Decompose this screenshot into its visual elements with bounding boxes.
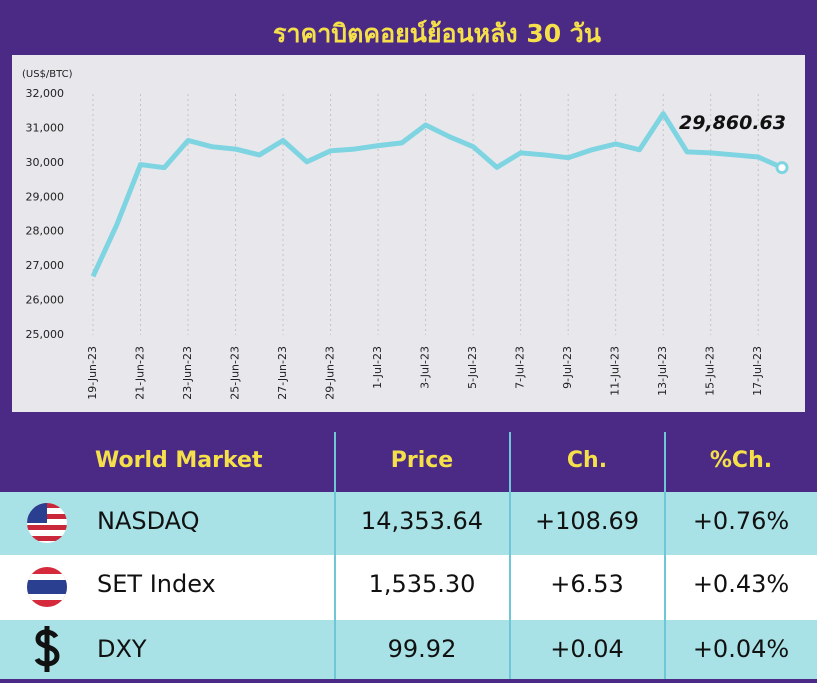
x-tick-label: 1-Jul-23	[371, 346, 384, 389]
us-flag-icon	[27, 503, 67, 543]
table-cell: SET Index	[97, 570, 216, 598]
x-tick-label: 7-Jul-23	[514, 346, 527, 389]
y-tick-label: 28,000	[26, 225, 65, 238]
y-tick-label: 30,000	[26, 156, 65, 169]
table-cell: +108.69	[535, 507, 639, 535]
x-tick-label: 21-Jun-23	[134, 346, 147, 400]
y-tick-label: 26,000	[26, 294, 65, 307]
header-cell: Ch.	[567, 448, 607, 473]
table-cell: +0.43%	[693, 570, 789, 598]
table-header-bg	[0, 432, 817, 492]
line	[90, 111, 784, 278]
x-tick-label: 25-Jun-23	[229, 346, 242, 400]
chart-title: ราคาบิตคอยน์ย้อนหลัง 30 วัน	[273, 19, 601, 48]
row-bg	[0, 620, 817, 679]
x-tick-label: 19-Jun-23	[86, 346, 99, 400]
x-tick-label: 27-Jun-23	[276, 346, 289, 400]
x-tick-label: 13-Jul-23	[656, 346, 669, 396]
x-tick-label: 11-Jul-23	[609, 346, 622, 396]
table-cell: 99.92	[388, 635, 457, 663]
table-cell: +6.53	[550, 570, 624, 598]
chart-panel	[12, 55, 805, 412]
header-cell: World Market	[95, 448, 263, 473]
dollar-icon	[34, 626, 60, 672]
table-cell: +0.04	[550, 635, 624, 663]
table: World Market Price Ch. %Ch. NASDAQ 14,353.64 +…	[0, 432, 817, 679]
header-cell: Price	[391, 448, 453, 473]
y-axis-label: (US$/BTC)	[22, 69, 73, 80]
table-cell: 14,353.64	[361, 507, 483, 535]
thai-flag-icon	[27, 567, 67, 607]
table-cell: +0.76%	[693, 507, 789, 535]
x-tick-label: 5-Jul-23	[466, 346, 479, 389]
end-marker	[775, 161, 789, 175]
y-tick-label: 31,000	[26, 121, 65, 134]
table-cell: NASDAQ	[97, 507, 200, 535]
x-tick-label: 3-Jul-23	[419, 346, 432, 389]
header-cell: %Ch.	[710, 448, 772, 473]
x-tick-label: 9-Jul-23	[561, 346, 574, 389]
table-cell: 1,535.30	[369, 570, 476, 598]
y-tick-label: 32,000	[26, 87, 65, 100]
x-tick-label: 23-Jun-23	[181, 346, 194, 400]
y-tick-label: 27,000	[26, 259, 65, 272]
column-dividers	[334, 432, 666, 679]
x-tick-label: 17-Jul-23	[751, 346, 764, 396]
value-label: 29,860.63	[679, 112, 786, 134]
table-cell: DXY	[97, 635, 147, 663]
y-tick-label: 25,000	[26, 328, 65, 341]
table-cell: +0.04%	[693, 635, 789, 663]
y-tick-label: 29,000	[26, 190, 65, 203]
row-bg	[0, 555, 817, 620]
x-tick-label: 15-Jul-23	[704, 346, 717, 396]
row-bg	[0, 492, 817, 555]
x-tick-label: 29-Jun-23	[324, 346, 337, 400]
